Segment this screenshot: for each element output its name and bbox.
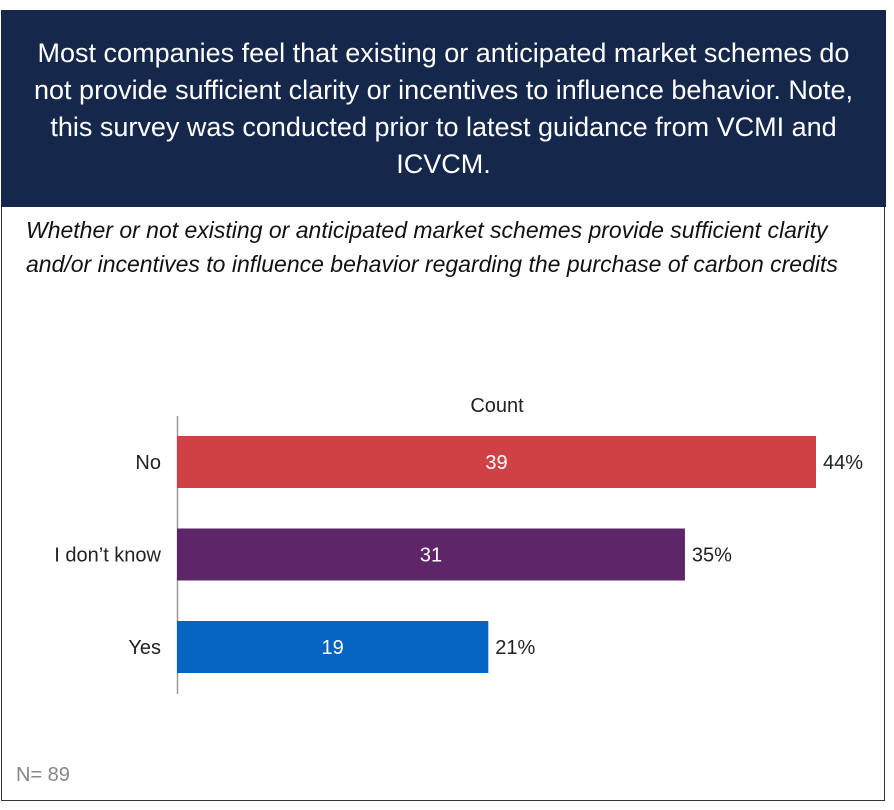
bar [177,621,489,673]
category-label: No [135,452,161,474]
chart-subtitle: Whether or not existing or anticipated m… [26,217,838,277]
percent-label: 21% [495,637,535,659]
percent-label: 35% [692,545,732,567]
bar [177,436,816,488]
bar-value-label: 39 [485,452,507,474]
percent-label: 44% [823,452,863,474]
bar [177,528,685,581]
category-label: I don’t know [54,545,161,567]
headline-text: Most companies feel that existing or ant… [34,37,853,179]
sample-size-note: N= 89 [16,764,70,786]
category-label: Yes [128,637,161,659]
headline-banner: Most companies feel that existing or ant… [1,10,886,207]
bar-chart: Count No 39 44% I don’t know 31 35% Yes 19 21% [54,395,863,694]
chart-title: Count [470,395,524,417]
bar-value-label: 31 [420,545,442,567]
bar-value-label: 19 [322,637,344,659]
